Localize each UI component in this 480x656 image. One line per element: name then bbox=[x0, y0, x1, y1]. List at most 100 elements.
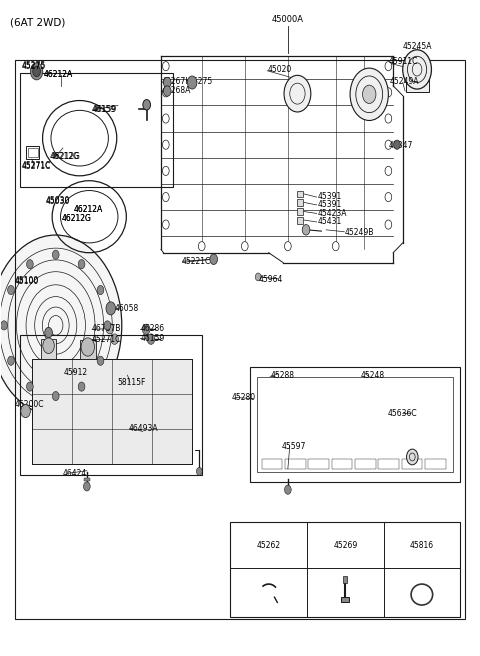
Bar bbox=[378, 459, 399, 469]
Text: 45275: 45275 bbox=[22, 62, 46, 71]
Text: 58115F: 58115F bbox=[117, 378, 145, 387]
Text: 45245A: 45245A bbox=[403, 42, 432, 51]
Circle shape bbox=[407, 449, 418, 465]
Text: 45423A: 45423A bbox=[318, 209, 347, 218]
Circle shape bbox=[106, 302, 116, 315]
Text: 46212G: 46212G bbox=[50, 152, 80, 161]
Text: 46159: 46159 bbox=[141, 334, 165, 343]
Bar bbox=[26, 146, 39, 159]
Text: 45280: 45280 bbox=[232, 393, 256, 402]
Text: 45249B: 45249B bbox=[344, 228, 374, 237]
Circle shape bbox=[26, 382, 33, 391]
Circle shape bbox=[198, 241, 205, 251]
Circle shape bbox=[33, 66, 40, 77]
Text: 45271C: 45271C bbox=[22, 161, 51, 170]
Circle shape bbox=[52, 250, 59, 259]
Circle shape bbox=[255, 273, 261, 281]
Circle shape bbox=[394, 140, 400, 150]
Text: 46212A: 46212A bbox=[74, 205, 103, 214]
Text: 45221C: 45221C bbox=[181, 257, 211, 266]
Text: 45020: 45020 bbox=[267, 65, 291, 74]
Bar bbox=[298, 217, 303, 224]
Bar bbox=[28, 148, 37, 157]
Text: 46212A: 46212A bbox=[74, 205, 103, 214]
Text: 46200C: 46200C bbox=[15, 400, 45, 409]
Text: 45269: 45269 bbox=[333, 541, 358, 550]
Text: 45816: 45816 bbox=[410, 541, 434, 550]
Text: 46493A: 46493A bbox=[129, 424, 158, 434]
Bar bbox=[257, 377, 453, 472]
Text: 45000A: 45000A bbox=[272, 14, 304, 24]
Bar bbox=[15, 60, 465, 619]
Circle shape bbox=[332, 241, 339, 251]
Bar bbox=[425, 459, 445, 469]
Bar bbox=[343, 576, 347, 583]
Circle shape bbox=[385, 192, 392, 201]
Circle shape bbox=[26, 260, 33, 269]
Circle shape bbox=[0, 235, 122, 416]
Circle shape bbox=[162, 114, 169, 123]
Bar bbox=[230, 522, 460, 617]
Text: 46787B: 46787B bbox=[92, 324, 121, 333]
Circle shape bbox=[385, 62, 392, 71]
Circle shape bbox=[97, 356, 104, 365]
Circle shape bbox=[163, 77, 171, 88]
Bar bbox=[20, 73, 173, 187]
Circle shape bbox=[21, 405, 30, 418]
Circle shape bbox=[196, 468, 202, 476]
Text: 45391: 45391 bbox=[318, 192, 342, 201]
Text: 46424: 46424 bbox=[63, 470, 87, 478]
Text: 45271C: 45271C bbox=[22, 162, 51, 171]
Circle shape bbox=[362, 85, 376, 104]
Text: 45100: 45100 bbox=[15, 276, 39, 285]
Circle shape bbox=[147, 334, 155, 344]
Bar bbox=[402, 459, 422, 469]
Circle shape bbox=[106, 323, 114, 334]
Circle shape bbox=[162, 192, 169, 201]
Circle shape bbox=[78, 260, 85, 269]
Circle shape bbox=[385, 220, 392, 229]
Circle shape bbox=[78, 382, 85, 391]
Text: 45100: 45100 bbox=[15, 277, 39, 286]
Circle shape bbox=[162, 167, 169, 175]
Circle shape bbox=[385, 140, 392, 150]
Bar bbox=[341, 597, 349, 602]
Bar bbox=[298, 208, 303, 215]
Bar bbox=[308, 459, 329, 469]
Bar bbox=[332, 459, 352, 469]
Bar bbox=[84, 478, 90, 481]
Circle shape bbox=[285, 485, 291, 494]
Text: 45262: 45262 bbox=[257, 541, 281, 550]
Circle shape bbox=[43, 338, 54, 354]
Circle shape bbox=[162, 140, 169, 150]
Circle shape bbox=[385, 167, 392, 175]
Circle shape bbox=[81, 338, 95, 356]
Bar bbox=[298, 199, 303, 205]
Circle shape bbox=[84, 482, 90, 491]
Text: 46286: 46286 bbox=[141, 324, 165, 333]
Circle shape bbox=[52, 392, 59, 401]
Text: 46212G: 46212G bbox=[62, 213, 92, 222]
Text: 45431: 45431 bbox=[318, 217, 342, 226]
Text: 45248: 45248 bbox=[360, 371, 385, 380]
Circle shape bbox=[385, 88, 392, 97]
Circle shape bbox=[104, 321, 111, 330]
Text: 45249A: 45249A bbox=[390, 77, 420, 86]
Text: 46212A: 46212A bbox=[44, 70, 73, 79]
Circle shape bbox=[350, 68, 388, 121]
Text: 45288: 45288 bbox=[270, 371, 294, 380]
Text: 45271C: 45271C bbox=[92, 335, 121, 344]
Text: 45597: 45597 bbox=[282, 442, 307, 451]
Text: 46159: 46159 bbox=[93, 105, 117, 114]
Circle shape bbox=[45, 327, 52, 338]
Circle shape bbox=[8, 356, 14, 365]
Circle shape bbox=[8, 285, 14, 295]
Bar bbox=[262, 459, 282, 469]
Text: 45347: 45347 bbox=[388, 141, 413, 150]
Bar bbox=[355, 459, 376, 469]
Circle shape bbox=[97, 285, 104, 295]
Bar bbox=[250, 367, 460, 482]
Circle shape bbox=[162, 62, 169, 71]
Text: 45275: 45275 bbox=[189, 77, 213, 86]
Text: 45268A: 45268A bbox=[162, 86, 192, 95]
